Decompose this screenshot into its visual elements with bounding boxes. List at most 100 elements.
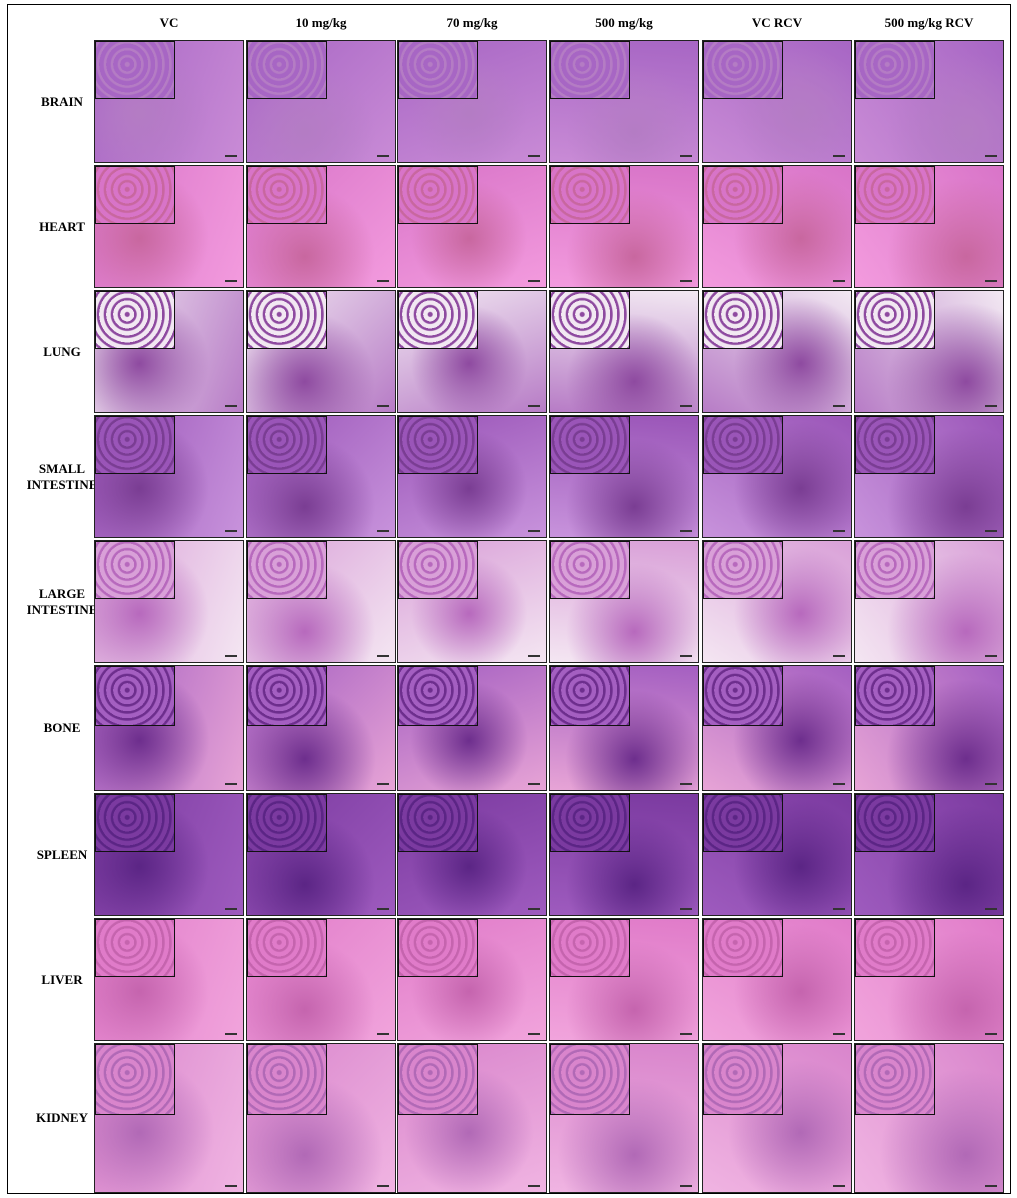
histology-image xyxy=(702,415,852,538)
scale-bar xyxy=(377,655,389,657)
column-header: 70 mg/kg xyxy=(397,15,547,31)
histology-image xyxy=(702,40,852,163)
magnified-inset xyxy=(398,416,478,474)
magnified-inset xyxy=(398,541,478,599)
scale-bar xyxy=(377,280,389,282)
row-label: BONE xyxy=(22,720,102,736)
magnified-inset xyxy=(703,41,783,99)
histology-image xyxy=(702,918,852,1041)
magnified-inset xyxy=(95,794,175,852)
histology-image xyxy=(549,793,699,916)
row-label: BRAIN xyxy=(22,94,102,110)
histology-image xyxy=(246,918,396,1041)
magnified-inset xyxy=(398,166,478,224)
histology-image xyxy=(94,165,244,288)
histology-image xyxy=(94,40,244,163)
scale-bar xyxy=(225,1033,237,1035)
magnified-inset xyxy=(95,416,175,474)
histology-image xyxy=(397,290,547,413)
histology-image xyxy=(549,665,699,791)
row-label: SMALL INTESTINE xyxy=(22,461,102,493)
histology-image xyxy=(397,540,547,663)
scale-bar xyxy=(225,155,237,157)
magnified-inset xyxy=(398,1044,478,1115)
magnified-inset xyxy=(550,794,630,852)
magnified-inset xyxy=(247,416,327,474)
magnified-inset xyxy=(855,291,935,349)
scale-bar xyxy=(377,405,389,407)
histology-image xyxy=(854,165,1004,288)
histology-image xyxy=(397,665,547,791)
scale-bar xyxy=(985,1033,997,1035)
column-header: 10 mg/kg xyxy=(246,15,396,31)
scale-bar xyxy=(833,783,845,785)
scale-bar xyxy=(528,908,540,910)
histology-image xyxy=(549,165,699,288)
magnified-inset xyxy=(247,541,327,599)
magnified-inset xyxy=(855,166,935,224)
magnified-inset xyxy=(247,166,327,224)
histology-image xyxy=(246,665,396,791)
magnified-inset xyxy=(703,794,783,852)
magnified-inset xyxy=(247,291,327,349)
histology-image xyxy=(94,1043,244,1193)
histology-image xyxy=(397,793,547,916)
magnified-inset xyxy=(550,41,630,99)
scale-bar xyxy=(528,405,540,407)
histology-image xyxy=(246,415,396,538)
scale-bar xyxy=(225,1185,237,1187)
magnified-inset xyxy=(855,541,935,599)
scale-bar xyxy=(225,783,237,785)
histology-image xyxy=(702,665,852,791)
row-label: HEART xyxy=(22,219,102,235)
column-header: 500 mg/kg RCV xyxy=(854,15,1004,31)
magnified-inset xyxy=(247,666,327,726)
magnified-inset xyxy=(703,1044,783,1115)
scale-bar xyxy=(528,1185,540,1187)
magnified-inset xyxy=(550,666,630,726)
scale-bar xyxy=(680,530,692,532)
scale-bar xyxy=(680,405,692,407)
histology-image xyxy=(854,918,1004,1041)
histology-image xyxy=(702,1043,852,1193)
magnified-inset xyxy=(95,166,175,224)
histology-image xyxy=(94,290,244,413)
magnified-inset xyxy=(550,919,630,977)
row-label: LIVER xyxy=(22,972,102,988)
scale-bar xyxy=(680,655,692,657)
histology-image xyxy=(397,165,547,288)
scale-bar xyxy=(833,1185,845,1187)
magnified-inset xyxy=(855,794,935,852)
magnified-inset xyxy=(550,291,630,349)
scale-bar xyxy=(985,655,997,657)
scale-bar xyxy=(680,1185,692,1187)
magnified-inset xyxy=(703,166,783,224)
magnified-inset xyxy=(855,919,935,977)
histology-image xyxy=(854,415,1004,538)
magnified-inset xyxy=(398,919,478,977)
column-header: 500 mg/kg xyxy=(549,15,699,31)
magnified-inset xyxy=(247,1044,327,1115)
histology-image xyxy=(549,918,699,1041)
histology-image xyxy=(854,290,1004,413)
scale-bar xyxy=(528,530,540,532)
histology-image xyxy=(702,793,852,916)
magnified-inset xyxy=(398,41,478,99)
magnified-inset xyxy=(703,291,783,349)
scale-bar xyxy=(680,783,692,785)
histology-image xyxy=(246,40,396,163)
scale-bar xyxy=(528,783,540,785)
magnified-inset xyxy=(95,541,175,599)
histology-image xyxy=(397,40,547,163)
histology-image xyxy=(549,415,699,538)
magnified-inset xyxy=(703,541,783,599)
magnified-inset xyxy=(703,416,783,474)
scale-bar xyxy=(680,280,692,282)
scale-bar xyxy=(225,280,237,282)
histology-image xyxy=(94,918,244,1041)
magnified-inset xyxy=(855,416,935,474)
magnified-inset xyxy=(703,666,783,726)
magnified-inset xyxy=(247,794,327,852)
histology-image xyxy=(702,540,852,663)
